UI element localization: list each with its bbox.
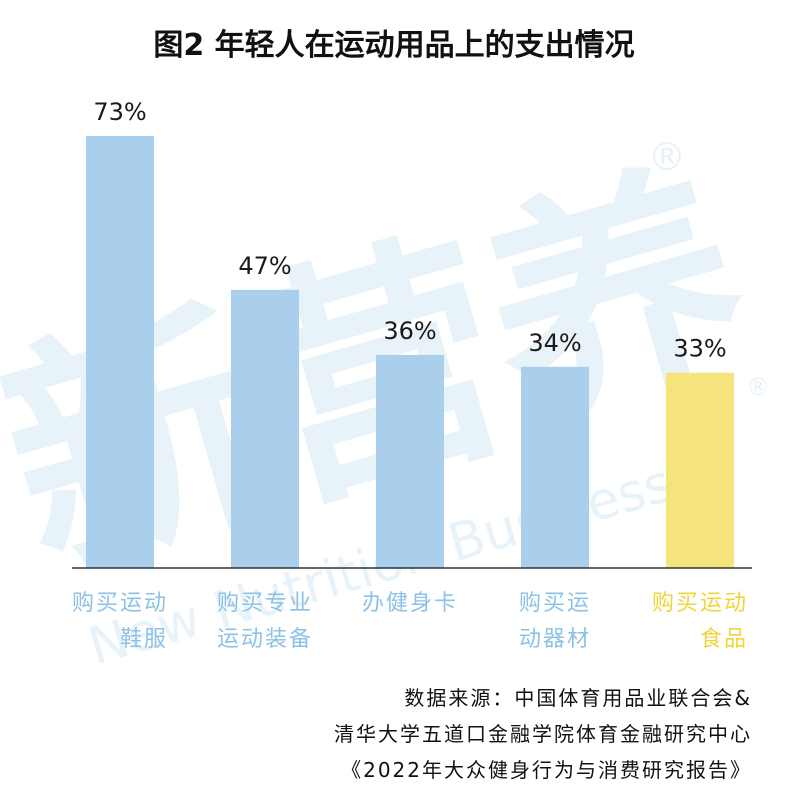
category-label-5-line-2: 食品 bbox=[700, 627, 748, 652]
watermark-registered-mark-small: ® bbox=[746, 373, 770, 401]
bar-5 bbox=[666, 372, 734, 568]
source-line-2: 清华大学五道口金融学院体育金融研究中心 bbox=[334, 722, 752, 746]
source-line-3: 《2022年大众健身行为与消费研究报告》 bbox=[341, 758, 752, 782]
bar-2 bbox=[231, 289, 299, 568]
bar-3 bbox=[376, 354, 444, 568]
bar-1 bbox=[86, 136, 154, 568]
category-label-2-line-2: 运动装备 bbox=[217, 627, 313, 652]
category-label-3-line-1: 办健身卡 bbox=[362, 591, 458, 616]
watermark-registered-mark: ® bbox=[648, 135, 686, 179]
data-label-3: 36% bbox=[383, 317, 436, 345]
chart-title: 图2 年轻人在运动用品上的支出情况 bbox=[153, 28, 634, 63]
data-labels: 73% 47% 36% 34% 33% bbox=[93, 98, 726, 363]
data-label-1: 73% bbox=[93, 98, 146, 126]
bar-series bbox=[86, 136, 734, 568]
data-label-4: 34% bbox=[528, 329, 581, 357]
category-label-2-line-1: 购买专业 bbox=[217, 591, 313, 616]
source-line-1: 数据来源：中国体育用品业联合会& bbox=[404, 686, 752, 710]
data-label-5: 33% bbox=[673, 335, 726, 363]
category-label-1-line-1: 购买运动 bbox=[72, 591, 168, 616]
bar-4 bbox=[521, 366, 589, 568]
data-label-2: 47% bbox=[238, 252, 291, 280]
category-label-4-line-1: 购买运 bbox=[519, 591, 591, 616]
category-label-1-line-2: 鞋服 bbox=[120, 627, 168, 652]
category-label-5-line-1: 购买运动 bbox=[652, 591, 748, 616]
category-label-4-line-2: 动器材 bbox=[519, 627, 591, 652]
